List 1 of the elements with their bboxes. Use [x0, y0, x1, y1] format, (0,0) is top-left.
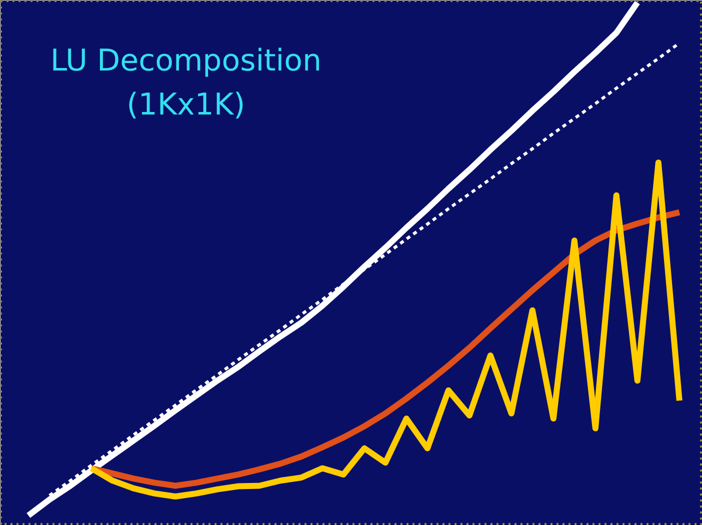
text: LU Decomposition (1Kx1K) [50, 44, 322, 122]
